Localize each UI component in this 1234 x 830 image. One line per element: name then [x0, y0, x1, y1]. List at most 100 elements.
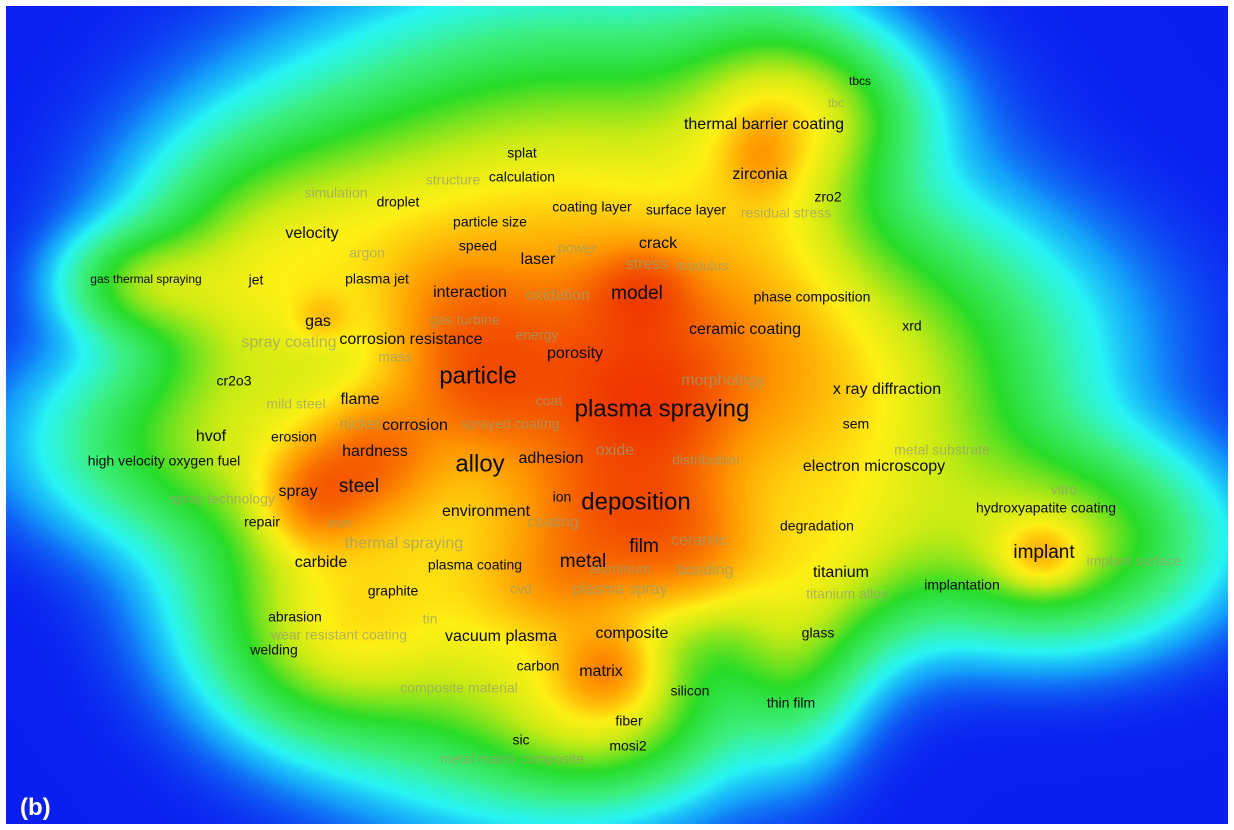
keyword-label: sem [843, 416, 869, 432]
keyword-label: coating [527, 514, 579, 531]
keyword-label: x ray diffraction [833, 381, 941, 398]
keyword-label: abrasion [268, 609, 322, 625]
keyword-label: composite material [400, 680, 518, 696]
keyword-label: steel [339, 476, 379, 497]
keyword-label: cvd [510, 581, 532, 597]
keyword-label: high velocity oxygen fuel [88, 453, 241, 469]
keyword-label: plasma coating [428, 557, 522, 573]
keyword-label: plasma spray [572, 581, 667, 598]
keyword-label: ion [553, 489, 572, 505]
keyword-label: zro2 [814, 189, 841, 205]
keyword-label: thermal barrier coating [684, 116, 844, 133]
keyword-label: velocity [285, 225, 338, 242]
keyword-label: calculation [489, 169, 555, 185]
keyword-label: electron microscopy [803, 458, 945, 475]
keyword-label: iron [328, 515, 351, 531]
keyword-label: spray technology [169, 491, 275, 507]
keyword-label: environment [442, 503, 531, 520]
keyword-label: fiber [615, 713, 643, 729]
keyword-label: corrosion [382, 417, 448, 434]
keyword-label: repair [244, 514, 280, 530]
keyword-label: mass [378, 349, 411, 365]
keyword-label: vitro [1051, 482, 1078, 498]
keyword-label: metal matrix composite [440, 751, 584, 767]
keyword-label: degradation [780, 518, 854, 534]
keyword-label: carbon [517, 658, 560, 674]
keyword-label: surface layer [646, 202, 726, 218]
keyword-label: hardness [342, 443, 408, 460]
keyword-label: titanium [813, 564, 869, 581]
keyword-label: implant [1013, 542, 1075, 563]
keyword-label: thin film [767, 695, 815, 711]
keyword-label: argon [349, 245, 385, 261]
keyword-label: metal substrate [894, 442, 990, 458]
keyword-label: erosion [271, 429, 317, 445]
keyword-label: corrosion resistance [339, 331, 482, 348]
keyword-label: flame [340, 391, 379, 408]
keyword-label: sic [512, 732, 529, 748]
keyword-label: matrix [579, 663, 623, 680]
keyword-label: implantation [924, 577, 1000, 593]
keyword-label: oxide [596, 442, 634, 459]
keyword-label: deposition [581, 488, 690, 515]
keyword-label: tbc [828, 96, 844, 110]
keyword-label: porosity [547, 345, 603, 362]
keyword-label: spray coating [241, 334, 336, 351]
keyword-label: bonding [677, 562, 734, 579]
keyword-label: adhesion [519, 450, 584, 467]
keyword-label: hydroxyapatite coating [976, 500, 1116, 516]
keyword-label: glass [802, 625, 835, 641]
keyword-label: gas [305, 313, 331, 330]
keyword-label: distribution [672, 452, 740, 468]
keyword-label: tin [423, 611, 438, 627]
keyword-label: interaction [433, 284, 507, 301]
keyword-label: thermal spraying [345, 535, 463, 552]
keyword-label: zirconia [732, 166, 787, 183]
keyword-label: carbide [295, 554, 348, 571]
keyword-label: morphology [681, 372, 765, 389]
keyword-label: wear resistant coating [270, 627, 407, 643]
density-heatmap [6, 6, 1228, 824]
keyword-label: vacuum plasma [445, 628, 557, 645]
keyword-label: crack [639, 235, 678, 252]
keyword-label: coating layer [552, 199, 632, 215]
keyword-label: ceramic coating [689, 321, 801, 338]
keyword-label: titanium alloy [806, 586, 888, 602]
keyword-label: mosi2 [609, 738, 647, 754]
keyword-label: droplet [377, 194, 420, 210]
keyword-label: aluminum [590, 561, 651, 577]
keyword-label: particle size [453, 214, 527, 230]
keyword-label: splat [507, 145, 537, 161]
keyword-label: welding [249, 642, 297, 658]
keyword-label: alloy [455, 450, 504, 477]
keyword-label: ceramic [671, 532, 727, 549]
keyword-label: composite [596, 625, 669, 642]
keyword-label: coat [536, 393, 563, 409]
keyword-label: particle [439, 362, 516, 389]
keyword-label: gas turbine [430, 312, 499, 328]
keyword-label: oxidation [526, 287, 590, 304]
keyword-label: gas thermal spraying [90, 272, 201, 286]
keyword-label: jet [248, 272, 264, 288]
keyword-label: implant surface [1087, 553, 1182, 569]
keyword-label: plasma jet [345, 271, 409, 287]
keyword-label: metal [560, 551, 606, 572]
keyword-label: modulus [676, 258, 729, 274]
keyword-label: laser [521, 251, 556, 268]
keyword-label: residual stress [741, 205, 831, 221]
keyword-label: phase composition [754, 289, 871, 305]
keyword-label: energy [516, 327, 559, 343]
keyword-label: silicon [671, 683, 710, 699]
keyword-label: power [558, 240, 596, 256]
keyword-label: mild steel [266, 396, 325, 412]
keyword-label: nickel [340, 416, 381, 433]
keyword-label: stress [626, 256, 669, 273]
keyword-label: speed [459, 238, 497, 254]
keyword-label: xrd [902, 318, 921, 334]
keyword-label: simulation [304, 185, 367, 201]
keyword-label: spray [278, 483, 317, 500]
keyword-label: sprayed coating [461, 416, 560, 432]
